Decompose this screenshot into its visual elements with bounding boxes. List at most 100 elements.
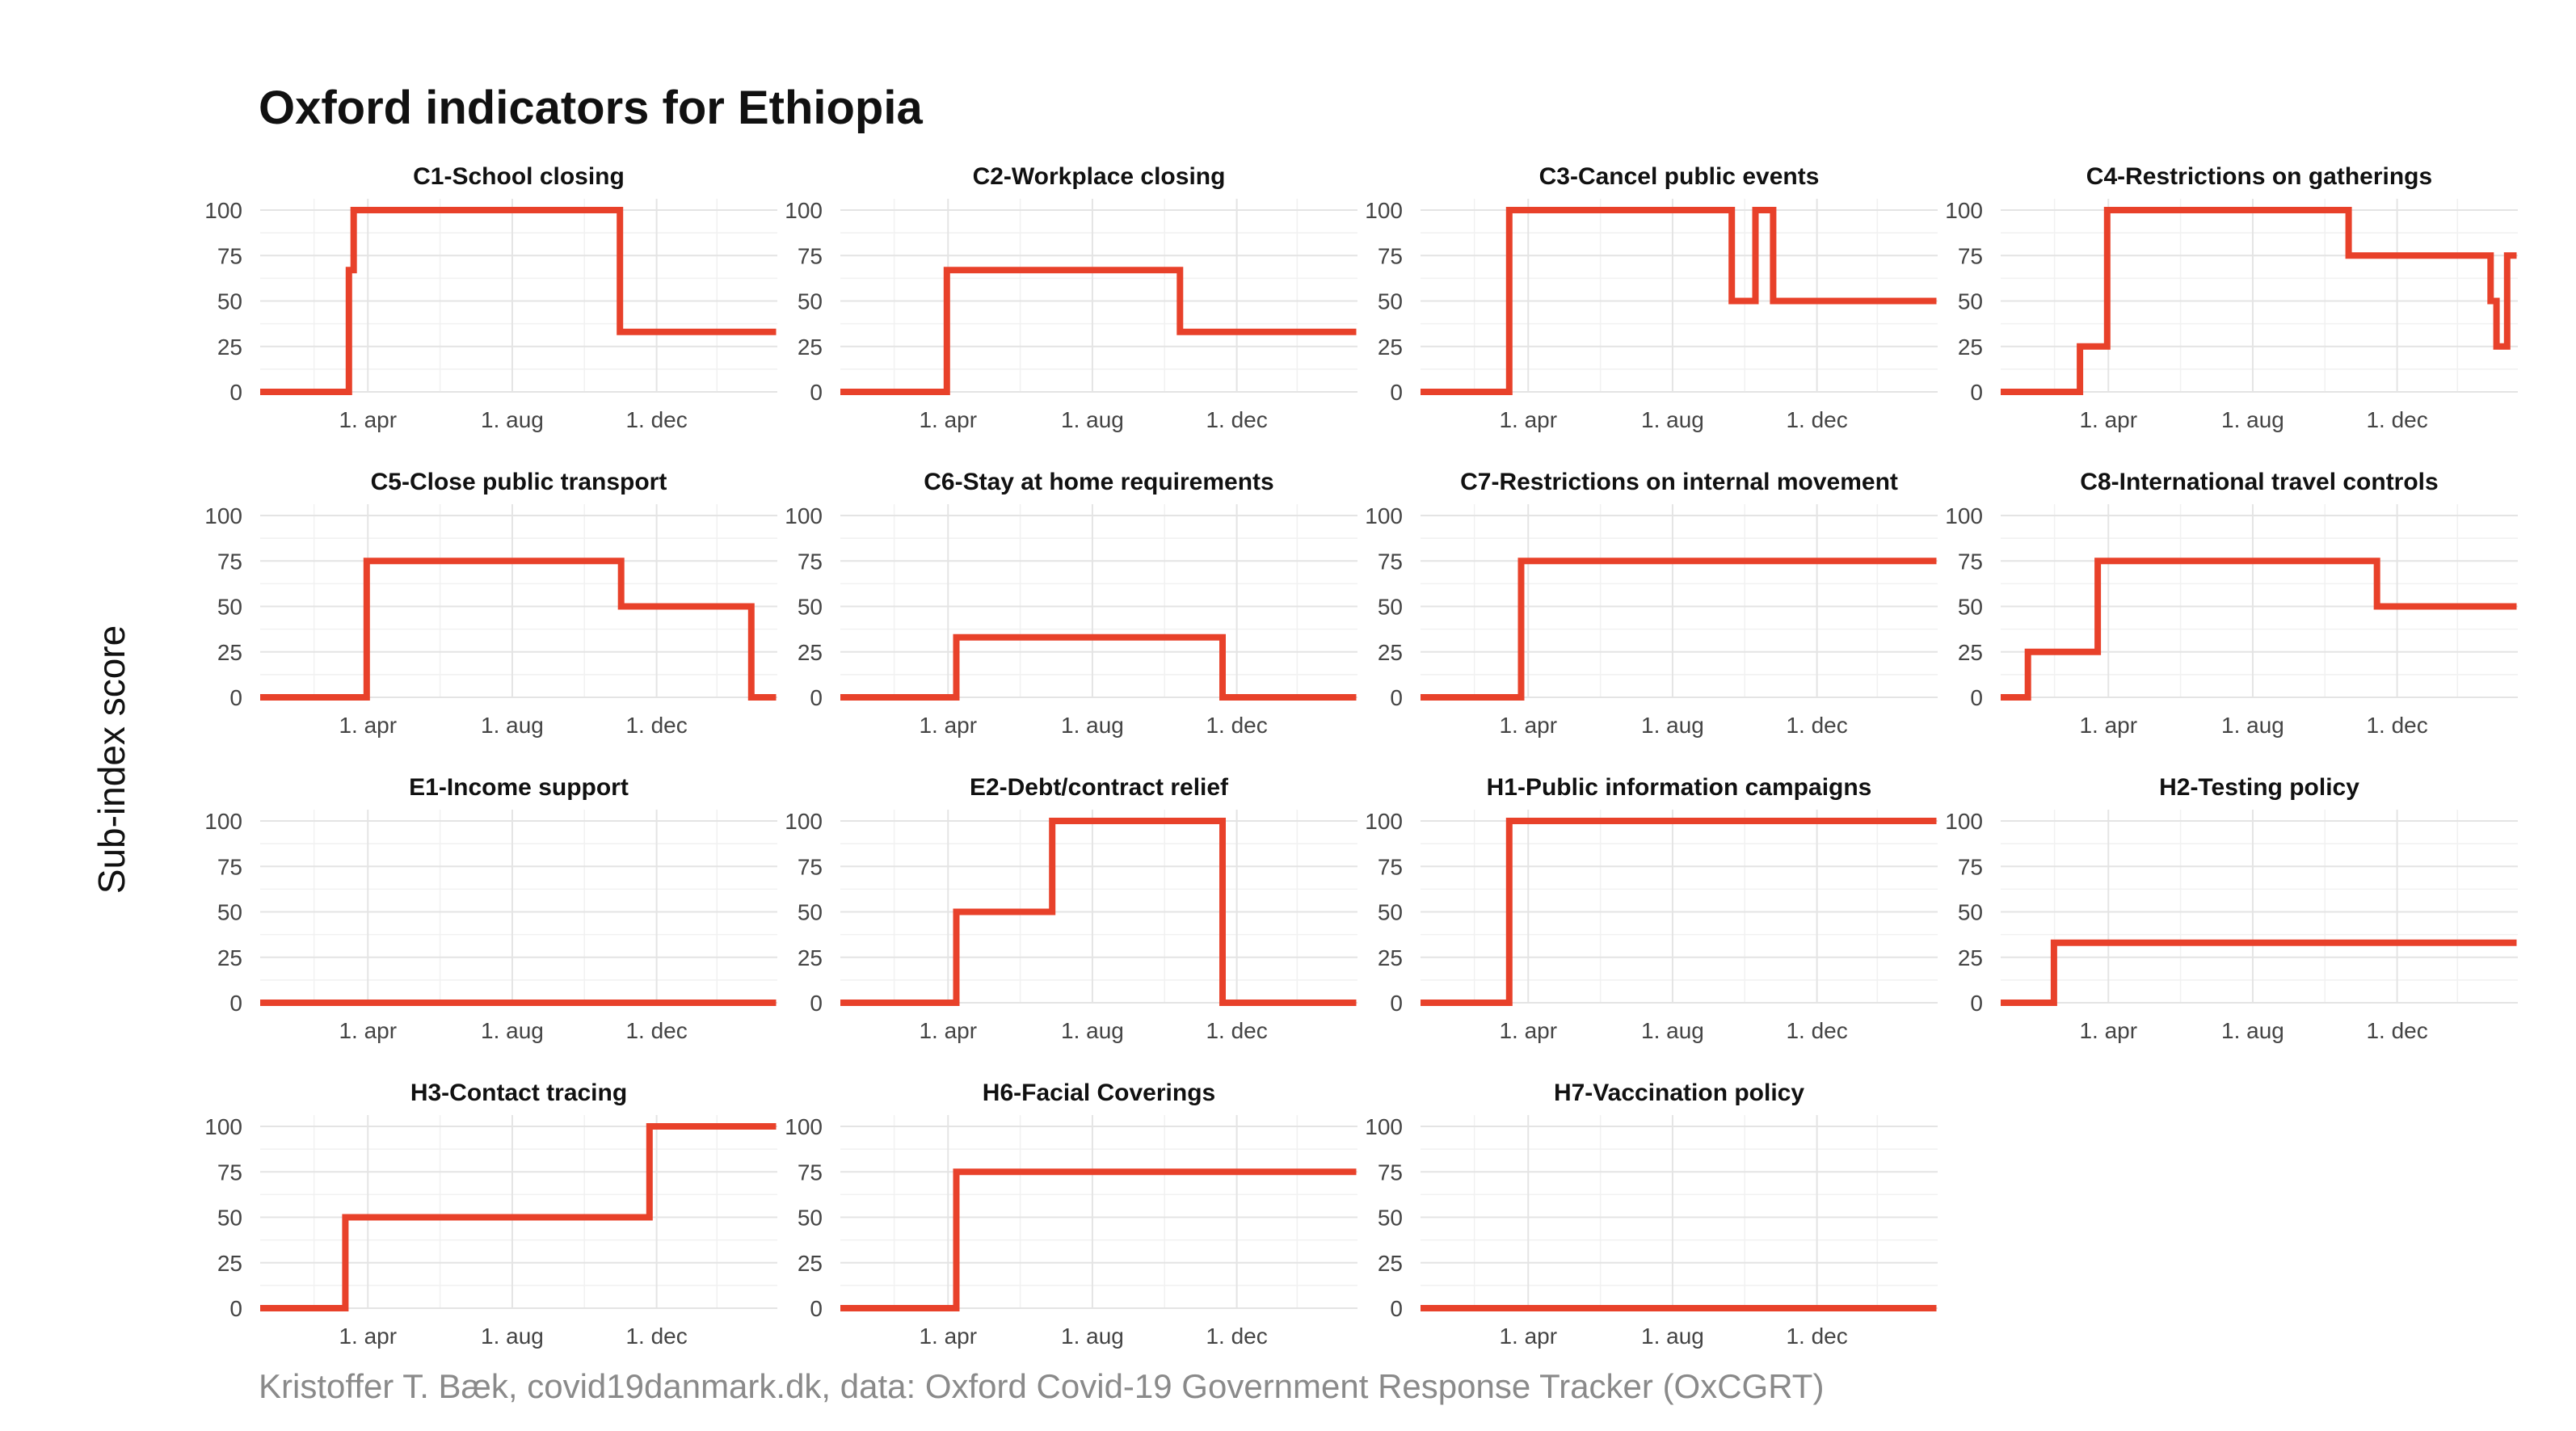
x-tick-label: 1. apr (2079, 1018, 2137, 1043)
y-tick-label: 75 (217, 243, 242, 268)
y-tick-label: 50 (798, 289, 823, 314)
y-tick-label: 25 (217, 335, 242, 360)
x-tick-label: 1. apr (339, 713, 397, 738)
y-tick-label: 0 (1390, 380, 1403, 405)
y-tick-label: 25 (1958, 335, 1983, 360)
y-tick-label: 50 (217, 289, 242, 314)
x-tick-label: 1. aug (481, 407, 544, 432)
facet-panel: C4-Restrictions on gatherings 0 25 50 75 100 1… (1945, 163, 2518, 432)
panel-title: C2-Workplace closing (973, 163, 1226, 190)
y-tick-label: 100 (1365, 198, 1403, 223)
y-tick-label: 0 (1390, 991, 1403, 1016)
series-line (2001, 207, 2517, 395)
y-tick-label: 100 (1365, 1114, 1403, 1139)
x-tick-label: 1. apr (1499, 407, 1557, 432)
x-tick-label: 1. aug (1061, 1018, 1124, 1043)
panel-title: H1-Public information campaigns (1487, 774, 1872, 801)
x-tick-label: 1. aug (1061, 713, 1124, 738)
y-tick-label: 25 (798, 945, 823, 970)
y-tick-label: 50 (1958, 595, 1983, 620)
y-tick-label: 50 (1378, 1206, 1403, 1231)
x-tick-label: 1. dec (1206, 1324, 1267, 1349)
series-line (1421, 558, 1937, 701)
caption: Kristoffer T. Bæk, covid19danmark.dk, da… (259, 1367, 1825, 1405)
y-tick-label: 75 (1378, 549, 1403, 574)
panel-title: C6-Stay at home requirements (924, 469, 1273, 495)
panel-title: H2-Testing policy (2159, 774, 2359, 801)
y-tick-label: 50 (798, 900, 823, 925)
x-tick-label: 1. apr (339, 1324, 397, 1349)
x-tick-label: 1. dec (1786, 1018, 1847, 1043)
facet-panel: C3-Cancel public events 0 25 50 75 100 1. apr 1… (1365, 163, 1938, 432)
panel-title: H6-Facial Coverings (983, 1080, 1215, 1106)
y-tick-label: 100 (204, 503, 242, 528)
x-tick-label: 1. dec (1786, 1324, 1847, 1349)
panel-title: E2-Debt/contract relief (970, 774, 1229, 801)
chart-title: Oxford indicators for Ethiopia (259, 82, 923, 134)
y-tick-label: 75 (217, 549, 242, 574)
facet-panel: H1-Public information campaigns 0 25 50 75 10… (1365, 774, 1938, 1043)
y-tick-label: 75 (217, 1160, 242, 1185)
facet-panel: E1-Income support 0 25 50 75 100 1. apr 1. aug 1… (204, 774, 777, 1043)
y-tick-label: 50 (1958, 900, 1983, 925)
series-line (260, 1123, 777, 1311)
x-tick-label: 1. aug (2221, 713, 2284, 738)
facet-panel: C5-Close public transport 0 25 50 75 100 1. ap… (204, 469, 777, 738)
x-tick-label: 1. apr (339, 1018, 397, 1043)
y-tick-label: 50 (217, 900, 242, 925)
y-tick-label: 100 (1945, 809, 1983, 834)
y-tick-label: 0 (1970, 685, 1983, 710)
series-line (840, 267, 1357, 395)
y-tick-label: 100 (1365, 809, 1403, 834)
y-tick-label: 25 (1378, 945, 1403, 970)
y-tick-label: 75 (1378, 243, 1403, 268)
y-tick-label: 75 (1958, 549, 1983, 574)
series-line (260, 558, 777, 701)
facet-panel: H2-Testing policy 0 25 50 75 100 1. apr 1. aug 1… (1945, 774, 2518, 1043)
panel-title: H3-Contact tracing (410, 1080, 627, 1106)
y-tick-label: 0 (810, 380, 823, 405)
series-line (2001, 939, 2517, 1006)
x-tick-label: 1. aug (1641, 407, 1704, 432)
y-tick-label: 100 (785, 198, 823, 223)
y-tick-label: 75 (217, 854, 242, 879)
y-tick-label: 100 (1945, 198, 1983, 223)
series-line (840, 633, 1357, 701)
series-line (2001, 558, 2517, 701)
y-tick-label: 0 (229, 1296, 242, 1321)
x-tick-label: 1. aug (1061, 1324, 1124, 1349)
x-tick-label: 1. dec (2366, 1018, 2427, 1043)
x-tick-label: 1. apr (2079, 407, 2137, 432)
y-tick-label: 0 (810, 991, 823, 1016)
y-tick-label: 25 (798, 1251, 823, 1276)
x-tick-label: 1. aug (2221, 1018, 2284, 1043)
panel-title: C1-School closing (413, 163, 625, 190)
x-tick-label: 1. dec (1206, 1018, 1267, 1043)
y-tick-label: 100 (785, 809, 823, 834)
y-tick-label: 75 (1378, 1160, 1403, 1185)
x-tick-label: 1. apr (919, 1018, 977, 1043)
y-tick-label: 25 (798, 335, 823, 360)
series-line (1421, 207, 1937, 395)
panel-title: C7-Restrictions on internal movement (1460, 469, 1898, 495)
y-tick-label: 0 (1970, 380, 1983, 405)
y-tick-label: 50 (1378, 595, 1403, 620)
panel-title: H7-Vaccination policy (1554, 1080, 1804, 1106)
x-tick-label: 1. aug (481, 1018, 544, 1043)
y-tick-label: 50 (217, 595, 242, 620)
facet-panel: C1-School closing 0 25 50 75 100 1. apr 1. aug 1… (204, 163, 777, 432)
y-tick-label: 100 (204, 809, 242, 834)
x-tick-label: 1. dec (625, 1018, 687, 1043)
y-tick-label: 100 (204, 198, 242, 223)
x-tick-label: 1. apr (919, 407, 977, 432)
x-tick-label: 1. apr (919, 1324, 977, 1349)
facet-panel: C7-Restrictions on internal movement 0 25 5… (1365, 469, 1938, 738)
y-tick-label: 25 (217, 1251, 242, 1276)
y-tick-label: 50 (798, 595, 823, 620)
y-tick-label: 0 (810, 685, 823, 710)
x-tick-label: 1. aug (481, 713, 544, 738)
y-tick-label: 25 (1378, 640, 1403, 665)
y-tick-label: 50 (217, 1206, 242, 1231)
x-tick-label: 1. dec (1206, 713, 1267, 738)
